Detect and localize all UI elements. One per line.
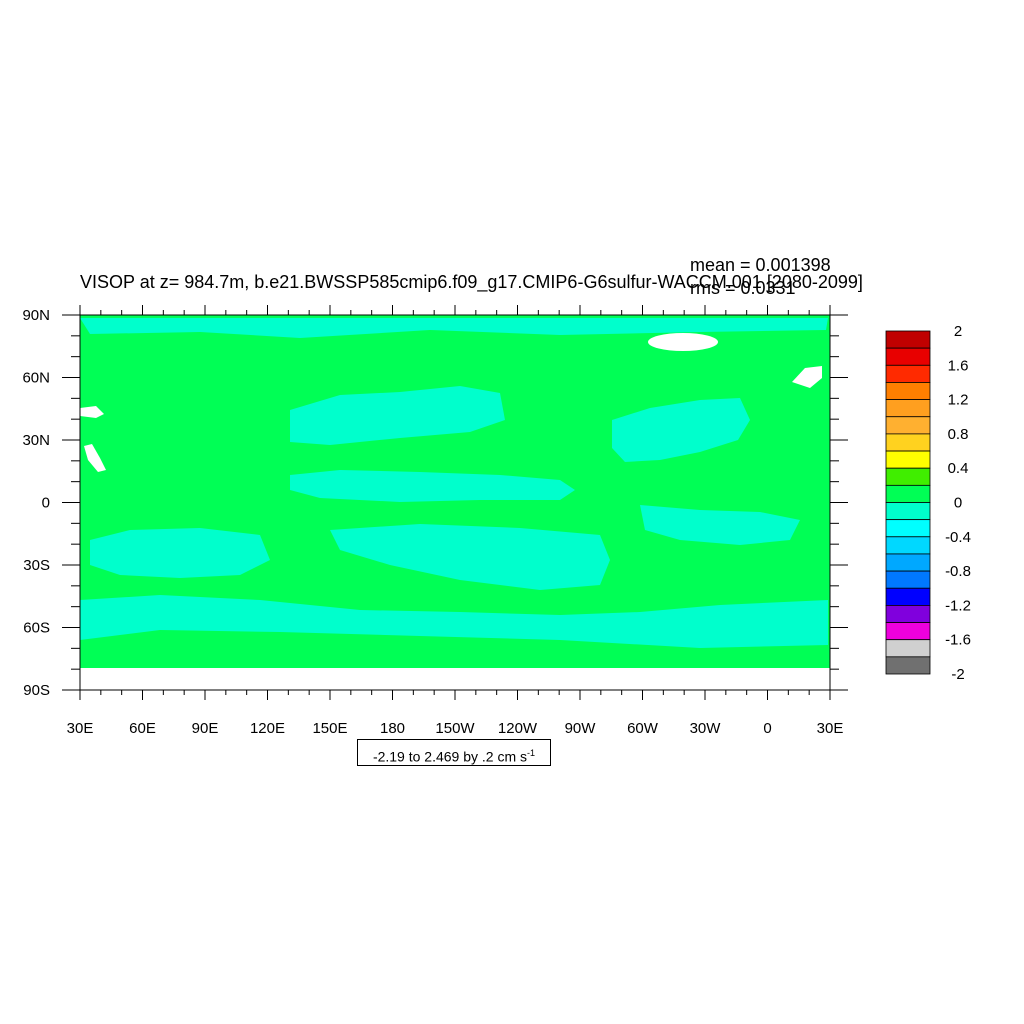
lon-label: 60E bbox=[129, 720, 156, 737]
tropical-atlantic-band bbox=[640, 505, 800, 545]
colorbar-label: -1.6 bbox=[945, 632, 971, 649]
colorbar-label: -2 bbox=[951, 666, 964, 683]
lat-label: 30S bbox=[23, 557, 50, 574]
equatorial-pacific-band bbox=[290, 470, 575, 502]
colorbar-swatch bbox=[885, 570, 931, 589]
south-pacific-band bbox=[330, 524, 610, 590]
colorbar-label: -0.8 bbox=[945, 563, 971, 580]
arctic-band bbox=[80, 318, 828, 338]
colorbar-swatch bbox=[885, 502, 931, 521]
colorbar-labels: 2 1.6 1.2 0.8 0.4 0 -0.4 -0.8 -1.2 -1.6 -2 bbox=[945, 323, 971, 683]
colorbar-swatch bbox=[885, 399, 931, 418]
colorbar-swatch bbox=[885, 519, 931, 538]
colorbar-swatch bbox=[885, 416, 931, 435]
lat-label: 0 bbox=[42, 495, 50, 512]
colorbar-swatch bbox=[885, 364, 931, 383]
lat-label: 90N bbox=[22, 307, 50, 324]
plot-title: VISOP at z= 984.7m, b.e21.BWSSP585cmip6.… bbox=[80, 272, 863, 292]
lon-label: 150W bbox=[435, 720, 475, 737]
north-atlantic-band bbox=[612, 398, 750, 462]
southern-ocean-band bbox=[80, 595, 828, 648]
lon-label: 30W bbox=[690, 720, 722, 737]
colorbar-label: 1.2 bbox=[948, 392, 969, 409]
antarctic-mask bbox=[80, 668, 830, 690]
colorbar-label: -0.4 bbox=[945, 529, 971, 546]
colorbar bbox=[885, 330, 931, 675]
colorbar-label: 0.4 bbox=[948, 460, 969, 477]
lon-label: 30E bbox=[67, 720, 94, 737]
north-pacific-band bbox=[290, 386, 505, 445]
contour-range-label: -2.19 to 2.469 by .2 cm s-1 bbox=[357, 739, 551, 766]
lon-label: 150E bbox=[312, 720, 347, 737]
mean-stat: mean = 0.001398 bbox=[690, 255, 831, 275]
colorbar-label: -1.2 bbox=[945, 597, 971, 614]
lon-label: 90E bbox=[192, 720, 219, 737]
lon-label: 90W bbox=[565, 720, 597, 737]
colorbar-swatch bbox=[885, 587, 931, 606]
colorbar-label: 0.8 bbox=[948, 426, 969, 443]
axis-ticks bbox=[62, 305, 848, 700]
colorbar-swatch bbox=[885, 536, 931, 555]
colorbar-swatch bbox=[885, 656, 931, 675]
lon-label: 60W bbox=[627, 720, 659, 737]
colorbar-swatch bbox=[885, 639, 931, 658]
rms-stat: rms = 0.0331 bbox=[690, 278, 796, 298]
white-patch-greenland bbox=[792, 366, 822, 388]
lat-label: 60S bbox=[23, 620, 50, 637]
white-patch-west-1 bbox=[80, 406, 104, 418]
colorbar-label: 1.6 bbox=[948, 357, 969, 374]
lon-label: 120E bbox=[250, 720, 285, 737]
map-field bbox=[80, 315, 830, 668]
colorbar-label: 0 bbox=[954, 495, 962, 512]
lat-label: 90S bbox=[23, 682, 50, 699]
white-patch-west-2 bbox=[84, 444, 106, 472]
colorbar-swatch bbox=[885, 433, 931, 452]
colorbar-swatch bbox=[885, 330, 931, 349]
colorbar-swatch bbox=[885, 382, 931, 401]
colorbar-swatch bbox=[885, 467, 931, 486]
lon-label: 0 bbox=[763, 720, 771, 737]
colorbar-swatch bbox=[885, 622, 931, 641]
colorbar-swatch bbox=[885, 553, 931, 572]
lat-axis-labels: 90N 60N 30N 0 30S 60S 90S bbox=[22, 307, 50, 699]
lat-label: 60N bbox=[22, 370, 50, 387]
colorbar-swatch bbox=[885, 484, 931, 503]
lon-label: 120W bbox=[498, 720, 538, 737]
colorbar-swatch bbox=[885, 605, 931, 623]
colorbar-label: 2 bbox=[954, 323, 962, 340]
lon-label: 30E bbox=[817, 720, 844, 737]
white-patch-arctic bbox=[648, 333, 718, 351]
lon-label: 180 bbox=[380, 720, 405, 737]
colorbar-swatch bbox=[885, 347, 931, 366]
lat-label: 30N bbox=[22, 432, 50, 449]
colorbar-swatch bbox=[885, 450, 931, 469]
indian-ocean-band bbox=[90, 528, 270, 578]
lon-axis-labels: 30E 60E 90E 120E 150E 180 150W 120W 90W 60W 30W 0 30… bbox=[67, 720, 844, 737]
